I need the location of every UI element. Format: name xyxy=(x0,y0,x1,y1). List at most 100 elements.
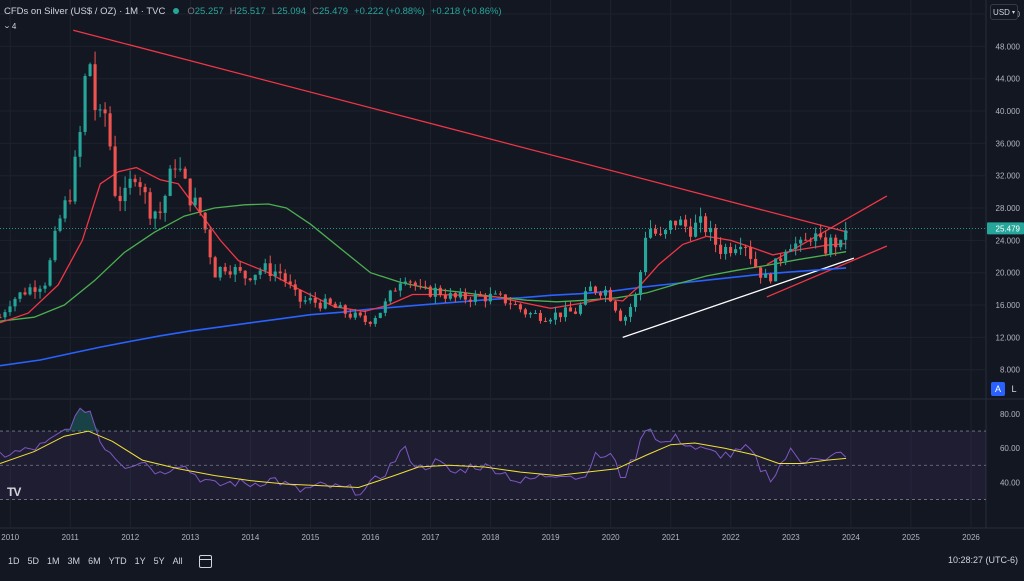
candle-body xyxy=(819,233,823,238)
range-1m[interactable]: 1M xyxy=(47,556,60,566)
trendline-rising-support[interactable] xyxy=(622,257,855,338)
candle-body xyxy=(648,229,653,238)
candle-body xyxy=(503,294,507,304)
candle-body xyxy=(233,267,237,275)
candle-body xyxy=(253,274,257,281)
candle-body xyxy=(804,239,808,241)
trendline-channel-lower[interactable] xyxy=(766,245,888,298)
auto-scale-button[interactable]: A xyxy=(991,382,1005,396)
candle-body xyxy=(448,293,452,299)
candle-body xyxy=(228,271,232,275)
candle-body xyxy=(278,271,282,274)
candle-body xyxy=(829,237,833,254)
candle-body xyxy=(543,320,547,322)
trendline-descending-resistance[interactable] xyxy=(73,29,849,233)
candle-body xyxy=(338,305,342,308)
candle-body xyxy=(138,182,142,187)
candle-body xyxy=(418,286,422,288)
candle-body xyxy=(243,270,247,279)
range-5d[interactable]: 5D xyxy=(27,556,40,566)
candle-body xyxy=(739,246,743,250)
candle-body xyxy=(123,187,127,202)
candle-body xyxy=(839,239,843,248)
candle-body xyxy=(613,301,618,311)
candle-body xyxy=(363,315,367,322)
range-1d[interactable]: 1D xyxy=(8,556,20,566)
year-tick-label: 2012 xyxy=(121,533,139,542)
currency-button[interactable]: USD ▾ xyxy=(990,4,1018,20)
open-label: O xyxy=(187,5,195,17)
year-tick-label: 2026 xyxy=(962,533,980,542)
candle-body xyxy=(203,212,207,230)
year-tick-label: 2022 xyxy=(722,533,740,542)
candle-body xyxy=(729,246,733,254)
high-label: H xyxy=(229,5,237,17)
candle-body xyxy=(268,263,272,277)
chart-legend: CFDs on Silver (US$ / OZ) · 1M · TVC O25… xyxy=(4,3,502,19)
candle-body xyxy=(684,219,688,227)
close-label: C xyxy=(312,5,319,17)
candle-body xyxy=(13,298,17,307)
candle-body xyxy=(258,270,262,275)
candle-body xyxy=(73,156,77,202)
range-5y[interactable]: 5Y xyxy=(153,556,165,566)
clock-timezone[interactable]: 10:28:27 (UTC-6) xyxy=(947,555,1018,565)
log-scale-button[interactable]: L xyxy=(1011,384,1017,394)
candle-body xyxy=(218,266,222,278)
range-1y[interactable]: 1Y xyxy=(134,556,146,566)
indicators-toggle[interactable]: ⌄ 4 xyxy=(3,20,30,32)
year-tick-label: 2025 xyxy=(902,533,920,542)
range-6m[interactable]: 6M xyxy=(88,556,101,566)
candle-body xyxy=(653,229,658,234)
calendar-icon[interactable] xyxy=(198,554,212,568)
symbol-title[interactable]: CFDs on Silver (US$ / OZ) · 1M · TVC xyxy=(4,5,166,17)
candle-body xyxy=(98,109,102,111)
candle-body xyxy=(53,230,57,261)
range-all[interactable]: All xyxy=(172,556,183,566)
range-ytd[interactable]: YTD xyxy=(108,556,127,566)
candle-body xyxy=(699,216,703,223)
last-price-badge xyxy=(987,222,1024,235)
candle-body xyxy=(799,239,803,244)
candle-body xyxy=(593,286,598,293)
candle-body xyxy=(508,303,512,305)
candle-body xyxy=(18,292,22,299)
candle-body xyxy=(153,211,157,219)
candle-body xyxy=(744,246,748,248)
candle-body xyxy=(714,227,718,245)
candle-body xyxy=(388,290,392,302)
candle-body xyxy=(163,195,167,213)
candle-body xyxy=(213,257,217,278)
candle-body xyxy=(63,200,67,219)
candle-body xyxy=(789,248,793,252)
indicator-count: 4 xyxy=(11,21,17,31)
rsi-tick-label: 40.00 xyxy=(1000,478,1021,487)
candle-body xyxy=(814,233,818,242)
candle-body xyxy=(583,291,588,305)
price-tick-label: 36.000 xyxy=(996,139,1021,148)
candle-body xyxy=(463,292,467,300)
candle-body xyxy=(328,298,332,304)
candle-body xyxy=(263,263,267,271)
candle-body xyxy=(358,312,362,316)
year-tick-label: 2024 xyxy=(842,533,860,542)
candle-body xyxy=(749,247,753,259)
open-value: 25.257 xyxy=(194,5,224,17)
candle-body xyxy=(0,317,2,319)
candle-body xyxy=(719,244,723,254)
tradingview-logo-icon: TV xyxy=(7,485,21,499)
price-tick-label: 20.000 xyxy=(996,269,1021,278)
candle-body xyxy=(318,302,322,309)
range-3m[interactable]: 3M xyxy=(67,556,81,566)
candle-body xyxy=(323,298,327,309)
candle-body xyxy=(523,309,527,315)
price-tick-label: 12.000 xyxy=(996,333,1021,342)
candle-body xyxy=(188,178,192,206)
candle-body xyxy=(473,293,477,302)
candle-body xyxy=(198,197,202,213)
candle-body xyxy=(168,168,172,196)
candle-body xyxy=(308,297,312,301)
candle-body xyxy=(423,286,427,288)
